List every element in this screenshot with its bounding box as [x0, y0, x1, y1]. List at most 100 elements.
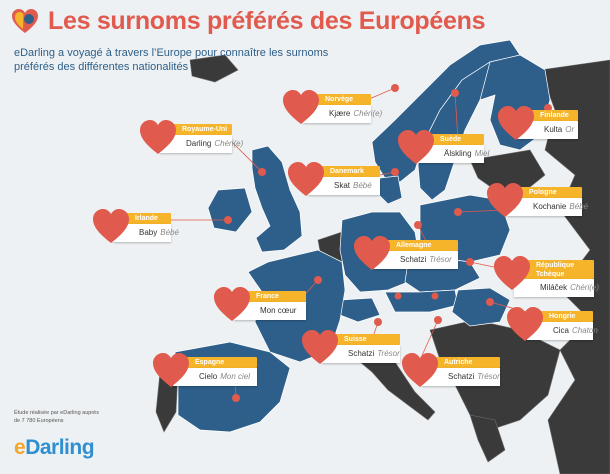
- translation: Trésor: [429, 255, 452, 264]
- translation: Bébé: [160, 228, 179, 237]
- heart-icon: [494, 256, 530, 290]
- heart-icon: [302, 330, 338, 364]
- country-label: Espagne: [173, 357, 257, 368]
- country-label: Suisse: [322, 334, 400, 345]
- page-title: Les surnoms préférés des Européens: [48, 6, 486, 35]
- heart-icon: [507, 307, 543, 341]
- country-label: France: [234, 291, 306, 302]
- nickname-row: Miláček Chéri(e): [514, 279, 599, 297]
- country-label: Autriche: [422, 357, 500, 368]
- dot-austria: [434, 316, 442, 324]
- country-label: Pologne: [507, 187, 582, 198]
- translation: Or: [565, 125, 575, 134]
- nickname-row: Schatzi Trésor: [422, 368, 500, 386]
- dot-extra-2: [431, 292, 439, 300]
- greece-land: [469, 414, 506, 463]
- translation: Chéri(e): [214, 139, 244, 148]
- translation: Chéri(e): [353, 109, 383, 118]
- dot-denmark: [391, 168, 399, 176]
- translation: Miel: [474, 149, 490, 158]
- translation: Trésor: [477, 372, 500, 381]
- translation: Chaton: [572, 326, 598, 335]
- spain-land: [174, 341, 291, 433]
- nickname-row: Cica Chaton: [527, 322, 598, 340]
- heart-icon: [398, 130, 434, 164]
- heart-icon: [153, 353, 189, 387]
- dot-ireland: [224, 216, 232, 224]
- nickname: Schatzi: [448, 372, 475, 381]
- nickname-row: Cielo Mon ciel: [173, 368, 257, 386]
- ireland-land: [207, 187, 253, 233]
- country-label: République Tchèque: [514, 260, 594, 279]
- nickname: Mon cœur: [260, 306, 297, 315]
- heart-icon: [354, 236, 390, 270]
- nickname-row: Kochanie Bébé: [507, 198, 588, 216]
- nickname: Skat: [334, 181, 351, 190]
- dot-sweden: [451, 89, 459, 97]
- country-label: Royaume-Uni: [160, 124, 232, 135]
- nickname: Schatzi: [400, 255, 427, 264]
- dot-spain: [232, 394, 240, 402]
- nickname-row: Mon cœur: [234, 302, 306, 320]
- nickname-row: Älskling Miel: [418, 145, 489, 163]
- country-label: Suède: [418, 134, 484, 145]
- heart-icon: [402, 353, 438, 387]
- heart-icon: [487, 183, 523, 217]
- nickname-row: Schatzi Trésor: [374, 251, 458, 269]
- heart-icon: [214, 287, 250, 321]
- nickname: Baby: [139, 228, 158, 237]
- translation: Trésor: [377, 349, 400, 358]
- translation: Mon ciel: [220, 372, 251, 381]
- nickname: Miláček: [540, 283, 568, 292]
- dot-france: [314, 276, 322, 284]
- study-footnote: Étude réalisée par eDarling auprès de 7 …: [14, 410, 99, 424]
- iceland-land: [189, 54, 239, 83]
- denmark-land: [377, 175, 403, 205]
- country-label: Finlande: [518, 110, 578, 121]
- country-label: Norvège: [303, 94, 371, 105]
- nickname: Darling: [186, 139, 212, 148]
- nickname: Kulta: [544, 125, 563, 134]
- country-label: Hongrie: [527, 311, 593, 322]
- dot-czech: [466, 258, 474, 266]
- nickname: Cielo: [199, 372, 218, 381]
- nickname-row: Schatzi Trésor: [322, 345, 400, 363]
- translation: Bébé: [569, 202, 589, 211]
- country-label: Allemagne: [374, 240, 458, 251]
- nickname-row: Kjære Chéri(e): [303, 105, 382, 123]
- page-subtitle: eDarling a voyagé à travers l’Europe pou…: [14, 47, 329, 73]
- nickname: Kjære: [329, 109, 351, 118]
- dot-germany: [414, 221, 422, 229]
- dot-poland: [454, 208, 462, 216]
- hungary-land: [451, 287, 511, 327]
- dot-norway: [391, 84, 399, 92]
- header: Les surnoms préférés des Européens: [10, 6, 486, 36]
- translation: Chéri(e): [570, 283, 600, 292]
- nickname-row: Skat Bébé: [308, 177, 380, 195]
- edarling-hearts-logo: [12, 9, 38, 33]
- nickname-row: Kulta Or: [518, 121, 578, 139]
- brand-rest: Darling: [25, 436, 95, 459]
- dot-extra-3: [394, 292, 402, 300]
- edarling-logo: eDarling: [14, 436, 95, 460]
- country-label: Danemark: [308, 166, 380, 177]
- dot-switzerland: [374, 318, 382, 326]
- heart-icon: [93, 209, 129, 243]
- translation: Bébé: [353, 181, 372, 190]
- heart-icon: [283, 90, 319, 124]
- heart-icon: [288, 162, 324, 196]
- nickname: Cica: [553, 326, 570, 335]
- nickname-row: Darling Chéri(e): [160, 135, 243, 153]
- heart-icon: [498, 106, 534, 140]
- switzerland-land: [339, 297, 381, 323]
- country-label: Irlande: [113, 213, 171, 224]
- dot-uk: [258, 168, 266, 176]
- nickname: Älskling: [444, 149, 472, 158]
- brand-prefix: e: [14, 436, 26, 459]
- nickname: Schatzi: [348, 349, 375, 358]
- dot-hungary: [486, 298, 494, 306]
- heart-icon: [140, 120, 176, 154]
- nickname-row: Baby Bébé: [113, 224, 179, 242]
- nickname: Kochanie: [533, 202, 567, 211]
